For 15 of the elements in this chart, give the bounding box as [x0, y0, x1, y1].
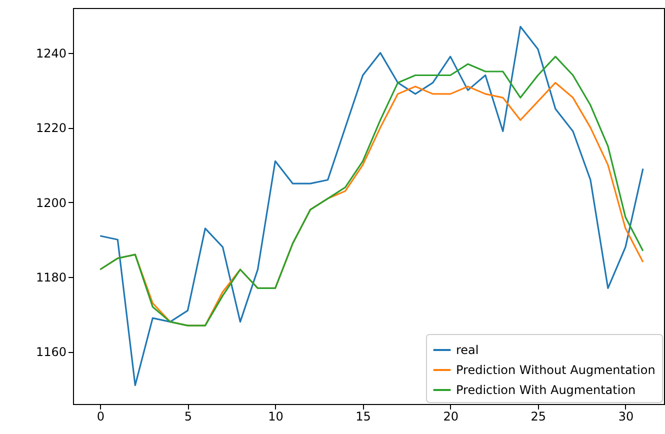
- legend-label: real: [456, 343, 479, 357]
- y-tick-label: 1200: [36, 196, 66, 210]
- x-tick-label: 10: [268, 410, 284, 424]
- y-tick-label: 1180: [36, 270, 66, 284]
- y-tick-label: 1160: [36, 345, 66, 360]
- x-tick-label: 20: [443, 410, 459, 424]
- x-tick-label: 0: [96, 410, 104, 424]
- x-tick-label: 25: [530, 410, 546, 424]
- y-tick-label: 1220: [36, 121, 66, 136]
- legend-label: Prediction Without Augmentation: [456, 363, 656, 377]
- y-tick-label: 1240: [36, 46, 66, 60]
- x-tick-label: 5: [184, 410, 192, 424]
- x-tick-label: 15: [356, 410, 371, 424]
- legend-label: Prediction With Augmentation: [456, 383, 636, 397]
- x-tick-label: 30: [618, 410, 634, 424]
